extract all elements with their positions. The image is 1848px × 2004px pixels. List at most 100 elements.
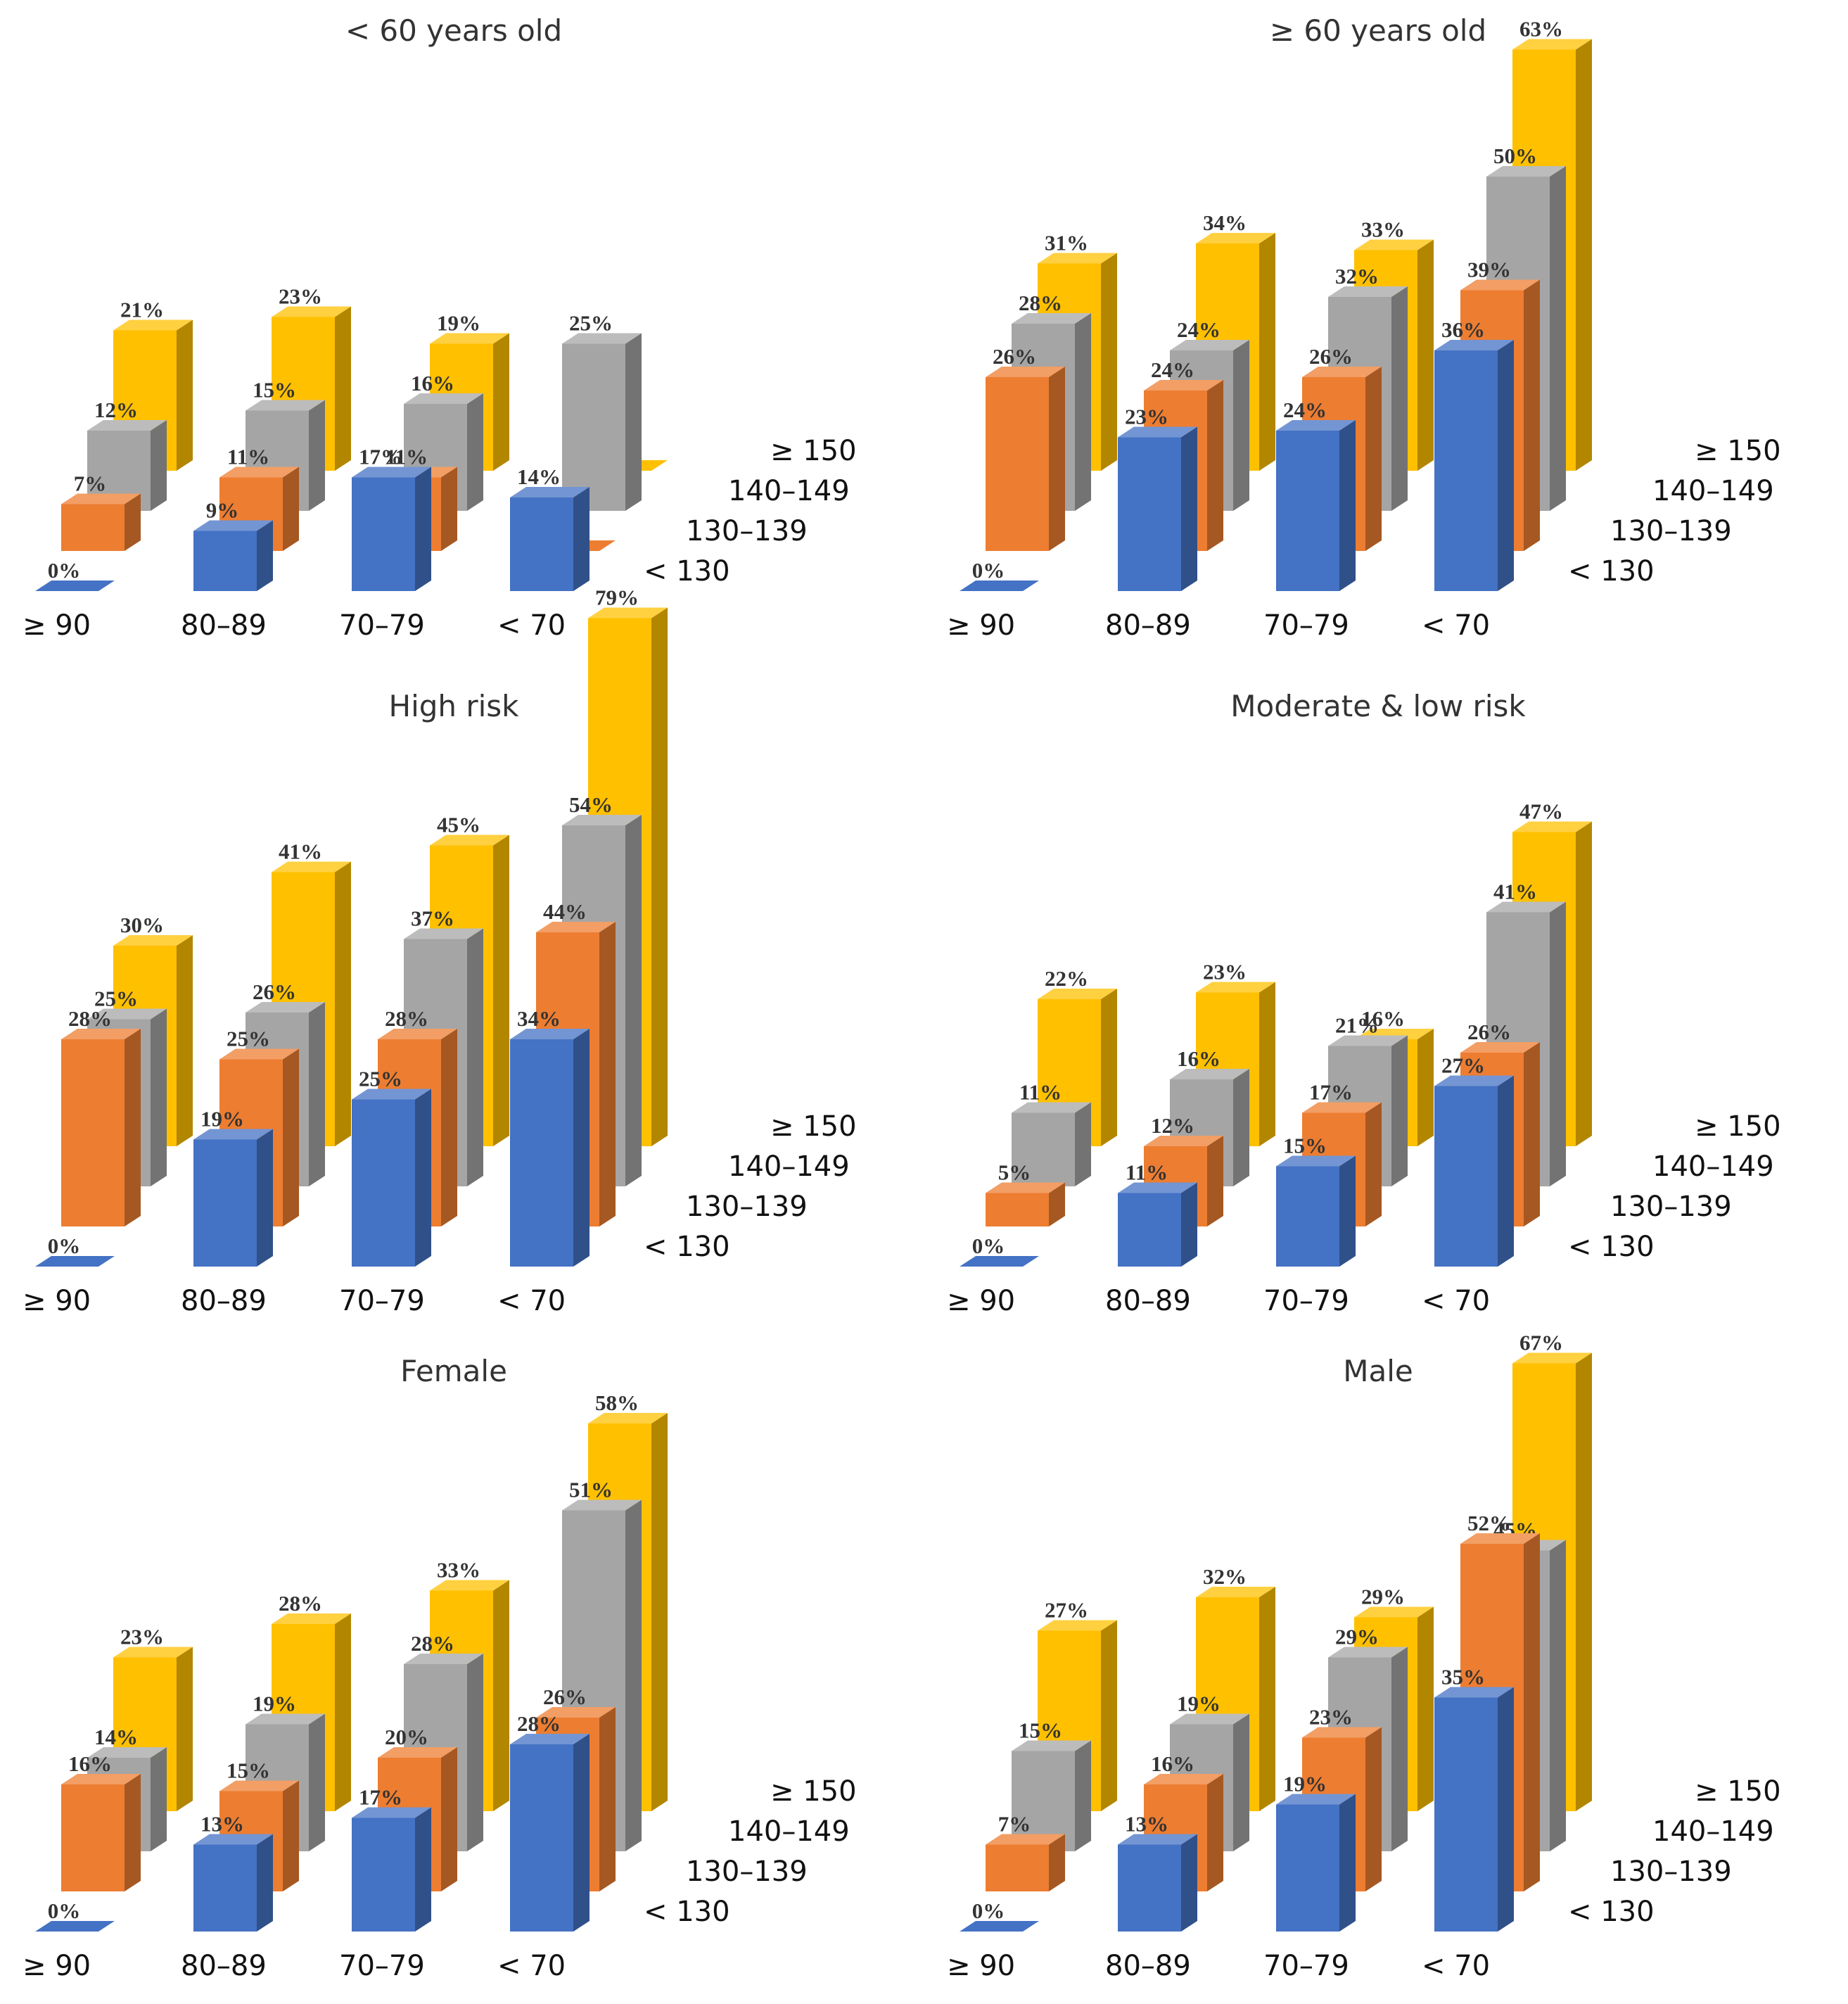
bar-front [562, 343, 625, 511]
bar-top [61, 1774, 141, 1784]
bar-top [246, 1713, 325, 1725]
data-label: 36% [1441, 317, 1485, 342]
bar-top [1328, 1647, 1408, 1658]
category-label: < 70 [1422, 1285, 1490, 1317]
bar-top [1012, 1740, 1091, 1751]
data-label: 30% [120, 913, 164, 937]
category-label: 70–79 [1263, 1285, 1349, 1317]
data-label: 21% [120, 298, 164, 322]
bar-side [467, 928, 483, 1186]
bar-top [1144, 1774, 1223, 1784]
bar-front [352, 1818, 415, 1932]
bar-top [193, 1129, 273, 1140]
bar-top [87, 420, 167, 431]
bar-side [1049, 1834, 1065, 1891]
bar-top [1434, 340, 1514, 350]
data-label: 19% [1283, 1772, 1327, 1796]
series-label: 130–139 [686, 515, 808, 547]
bar-top [1486, 166, 1566, 177]
data-label: 21% [1335, 1013, 1379, 1038]
bar-side [1101, 253, 1117, 471]
category-label: 70–79 [339, 1285, 425, 1317]
bar-side [335, 306, 351, 471]
data-label: 17% [359, 445, 402, 469]
data-label: 37% [411, 906, 454, 931]
series-label: 140–149 [1652, 1815, 1774, 1848]
category-label: 80–89 [1105, 1950, 1191, 1982]
data-label: 31% [1045, 231, 1088, 255]
category-label: < 70 [1422, 1950, 1490, 1982]
bar-side [625, 815, 642, 1186]
bar-top [510, 487, 590, 497]
bar-side [1233, 1069, 1249, 1186]
bar-side [599, 922, 616, 1226]
data-label: 22% [1045, 966, 1088, 991]
data-label: 23% [120, 1625, 164, 1649]
bar: 0% [35, 1234, 115, 1267]
data-label: 50% [1493, 144, 1537, 168]
data-label: 0% [972, 1898, 1005, 1923]
bar-top [1170, 1713, 1249, 1725]
bar-side [441, 467, 457, 551]
bar: 27% [1434, 1053, 1514, 1267]
bar-side [151, 1008, 167, 1186]
bar-top [219, 1048, 299, 1060]
bar-side [257, 520, 273, 591]
bar-side [335, 1613, 351, 1811]
bar-front [193, 1844, 257, 1932]
series-label: < 130 [644, 1896, 730, 1928]
data-label: 58% [595, 1390, 639, 1415]
bar-side [415, 1807, 431, 1932]
bar: 0% [35, 1898, 115, 1932]
bar-top [986, 1834, 1065, 1845]
bar-top [352, 1089, 431, 1100]
series-label: 140–149 [728, 475, 850, 507]
bar-top [562, 815, 642, 825]
data-label: 5% [998, 1160, 1031, 1185]
data-label: 63% [1519, 17, 1563, 42]
category-label: < 70 [497, 1950, 566, 1982]
chart-panel: Female 23% 28% 33% 58% 14% 19% 28% 51% 16% 15% 20% 2… [0, 1340, 924, 2004]
chart-svg: ≥ 60 years old 31% 34% 33% 63% 28% 24% 32% 50% 26… [947, 13, 1781, 642]
bar-side [573, 1029, 590, 1267]
data-label: 23% [1125, 405, 1168, 429]
bar-top [1118, 1182, 1197, 1193]
data-label: 28% [279, 1591, 322, 1616]
series-label: ≥ 150 [770, 435, 857, 467]
data-label: 29% [1335, 1625, 1379, 1649]
data-label: 26% [993, 344, 1036, 369]
data-label: 16% [411, 371, 454, 395]
bar-top [588, 1413, 668, 1423]
bar-top [1328, 1035, 1408, 1046]
bar-front [1118, 437, 1181, 591]
bar-top [1012, 313, 1091, 324]
data-label: 32% [1335, 264, 1379, 288]
bar-top [1486, 901, 1566, 913]
bar-top [246, 400, 325, 411]
bar-zero-tile [35, 1256, 115, 1267]
data-label: 24% [1151, 357, 1194, 382]
bar-front [1434, 350, 1498, 591]
bar-side [441, 1747, 457, 1891]
bar-front [986, 377, 1049, 551]
data-label: 28% [1019, 291, 1062, 315]
bar: 25% [562, 311, 642, 511]
series-label: < 130 [1568, 555, 1655, 588]
bar-side [309, 1713, 325, 1851]
data-label: 19% [200, 1107, 244, 1131]
bar-front [61, 1784, 125, 1891]
bar-side [151, 420, 167, 511]
bar-front [193, 1139, 257, 1267]
bar-side [1101, 1620, 1117, 1811]
bar-top [1302, 367, 1382, 377]
bar-top [536, 922, 616, 932]
bar: 23% [1118, 405, 1197, 591]
bar-front [352, 1099, 415, 1267]
bar-side [1365, 1102, 1382, 1226]
data-label: 14% [94, 1725, 138, 1749]
bar-top [113, 319, 193, 331]
bar-top [1302, 1102, 1382, 1113]
category-label: ≥ 90 [23, 609, 91, 642]
bar: 35% [1434, 1665, 1514, 1932]
